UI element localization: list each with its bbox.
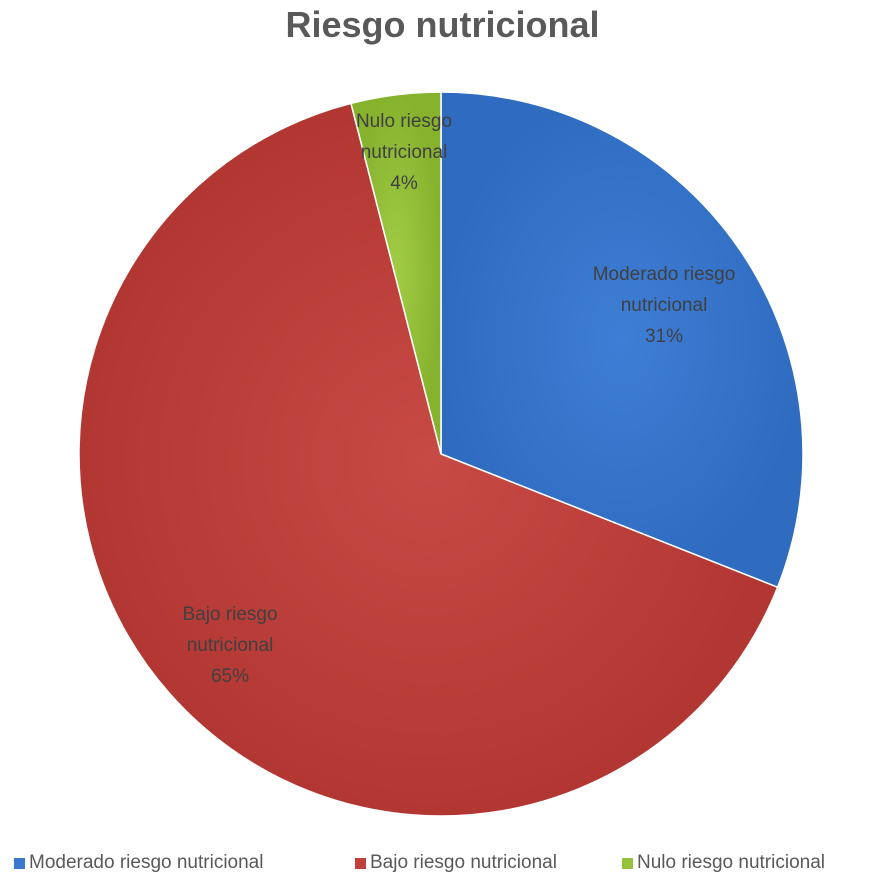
legend-swatch: [355, 857, 366, 869]
slice-label-line: nutricional: [361, 142, 448, 163]
slice-label-3: Nulo riesgo nutricional 4%: [356, 111, 452, 194]
pie-slice-3: [350, 91, 442, 455]
chart-title: Riesgo nutricional: [285, 4, 600, 45]
legend-item-3: Nulo riesgo nutricional: [622, 852, 825, 874]
slice-label-line: nutricional: [621, 295, 708, 316]
slice-label-line: 65%: [211, 666, 249, 687]
slice-label-line: 31%: [645, 326, 683, 347]
slice-label-1: Moderado riesgo nutricional 31%: [593, 264, 736, 347]
legend-item-1: Moderado riesgo nutricional: [14, 852, 263, 874]
legend-label: Moderado riesgo nutricional: [29, 852, 264, 873]
legend: Moderado riesgo nutricional Bajo riesgo n…: [0, 852, 885, 882]
pie-slice-2: [78, 102, 779, 817]
slice-label-line: Moderado riesgo: [593, 264, 736, 285]
slice-label-line: nutricional: [187, 635, 274, 656]
slice-label-2: Bajo riesgo nutricional 65%: [182, 604, 277, 687]
pie-slice-1: [440, 91, 804, 589]
legend-swatch: [14, 857, 25, 869]
legend-label: Bajo riesgo nutricional: [370, 852, 557, 873]
legend-item-2: Bajo riesgo nutricional: [355, 852, 557, 874]
legend-swatch: [622, 857, 633, 869]
slice-label-line: Bajo riesgo: [182, 604, 277, 625]
slice-label-line: Nulo riesgo: [356, 111, 452, 132]
slice-label-line: 4%: [390, 173, 418, 194]
legend-label: Nulo riesgo nutricional: [637, 852, 825, 873]
